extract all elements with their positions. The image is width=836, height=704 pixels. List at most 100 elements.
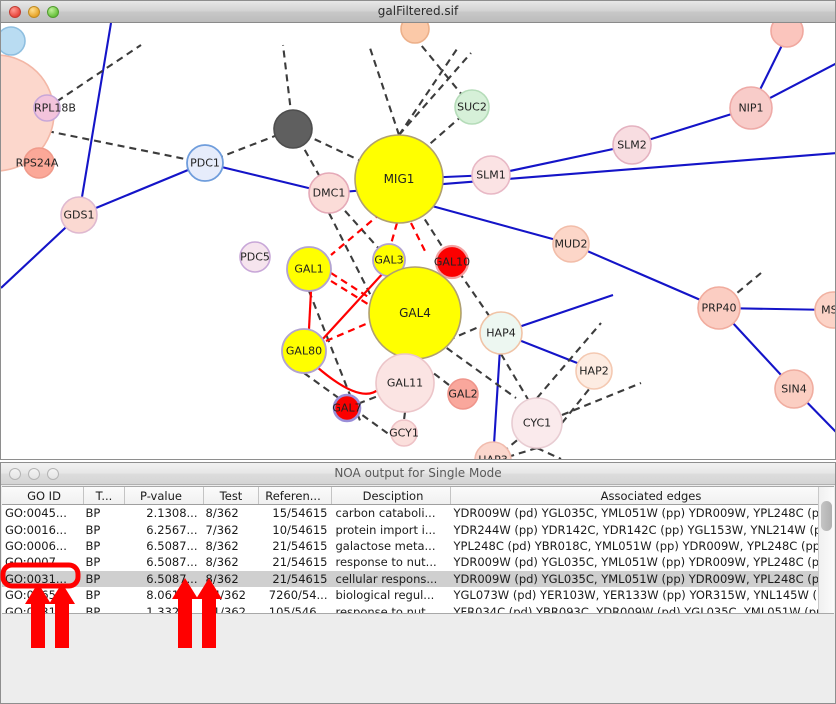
close-button[interactable] — [9, 5, 21, 18]
noa-dialog-title: NOA output for Single Mode — [334, 466, 502, 480]
node-GAL4[interactable] — [368, 266, 462, 360]
node-SIN4[interactable] — [774, 369, 814, 409]
zoom-button[interactable] — [47, 5, 59, 18]
table-row[interactable]: GO:0006... BP 6.5087... 8/362 21/54615 g… — [2, 538, 818, 554]
zoom-button-inactive[interactable] — [47, 467, 59, 480]
network-window-titlebar[interactable]: galFiltered.sif — [1, 1, 835, 23]
cell-description: carbon cataboli... — [335, 506, 436, 521]
node-unlabeled-peach[interactable] — [400, 23, 430, 44]
noa-results-table-area: GO ID T... P-value Test Referen... Desci… — [2, 486, 834, 614]
cell-p-value: 6.5087... — [146, 538, 198, 553]
network-window: galFiltered.sif — [0, 0, 836, 460]
node-RPS24A[interactable] — [23, 147, 55, 179]
cell-edges: YDR244W (pp) YDR142C, YDR142C (pp) YGL15… — [453, 522, 819, 537]
cell-test: 7/362 — [205, 522, 239, 537]
node-HAP4[interactable] — [479, 311, 523, 355]
noa-results-table[interactable]: GO ID T... P-value Test Referen... Desci… — [2, 487, 818, 613]
node-unlabeled-blue[interactable] — [1, 26, 26, 56]
window-title: galFiltered.sif — [377, 4, 459, 18]
cell-go-id: GO:0065... — [5, 588, 67, 603]
node-GCY1[interactable] — [390, 419, 418, 447]
column-header-reference[interactable]: Referen... — [258, 487, 332, 505]
cell-reference: 10/54615 — [272, 522, 328, 537]
cell-go-id: GO:0016... — [5, 522, 67, 537]
cell-go-id: GO:0045... — [5, 506, 67, 521]
table-row[interactable]: GO:0065... BP 8.0614... 94/362 7260/54..… — [2, 587, 818, 603]
node-PDC5[interactable] — [239, 241, 271, 273]
cell-p-value: 8.0614... — [146, 588, 198, 603]
red-edges — [307, 212, 426, 395]
node-PRP40[interactable] — [697, 286, 741, 330]
table-row[interactable]: GO:0031... BP 1.3324... 11/362 105/546..… — [2, 603, 818, 613]
cell-p-value: 6.2567... — [146, 522, 198, 537]
cell-edges: YPL248C (pd) YBR018C, YML051W (pp) YDR00… — [453, 538, 819, 553]
cell-test: 8/362 — [203, 570, 259, 587]
cell-go-id: GO:0031... — [5, 604, 67, 613]
node-SLM1[interactable] — [471, 155, 511, 195]
node-CYC1[interactable] — [511, 397, 563, 449]
table-header-row: GO ID T... P-value Test Referen... Desci… — [2, 487, 818, 505]
cell-description: cellular respons... — [331, 570, 451, 587]
cell-go-id: GO:0006... — [5, 538, 67, 553]
node-MSI[interactable] — [814, 291, 836, 329]
node-GDS1[interactable] — [60, 196, 98, 234]
cell-reference: 7260/54... — [268, 588, 328, 603]
column-header-associated-edges[interactable]: Associated edges — [450, 487, 818, 505]
node-MUD2[interactable] — [552, 225, 590, 263]
network-graph-svg[interactable]: RPL18B RPS24A GDS1 PDC1 PDC5 DMC1 SUC2 M… — [1, 23, 836, 459]
node-PDC1[interactable] — [186, 144, 224, 182]
node-GAL80[interactable] — [281, 328, 327, 374]
cell-p-value: 6.5087... — [146, 555, 198, 570]
close-button-inactive[interactable] — [9, 467, 21, 480]
cell-test: 8/362 — [205, 538, 239, 553]
node-HAP2[interactable] — [575, 352, 613, 390]
node-GAL2[interactable] — [447, 378, 479, 410]
column-header-description[interactable]: Desciption — [331, 487, 451, 505]
cell-description: response to nut... — [335, 555, 437, 570]
node-RPL18B[interactable] — [33, 94, 61, 122]
noa-output-dialog: NOA output for Single Mode GO ID T... P-… — [0, 462, 836, 704]
table-vertical-scrollbar[interactable] — [818, 487, 834, 613]
table-body: GO:0045... BP 2.1308... 8/362 15/54615 c… — [2, 505, 818, 613]
noa-dialog-titlebar[interactable]: NOA output for Single Mode — [1, 463, 835, 485]
column-header-type[interactable]: T... — [83, 487, 125, 505]
node-GAL10[interactable] — [434, 244, 470, 280]
column-header-test[interactable]: Test — [203, 487, 259, 505]
cell-go-id: GO:0031... — [2, 570, 84, 587]
network-canvas[interactable]: RPL18B RPS24A GDS1 PDC1 PDC5 DMC1 SUC2 M… — [1, 23, 836, 459]
minimize-button[interactable] — [28, 5, 40, 18]
minimize-button-inactive[interactable] — [28, 467, 40, 480]
cell-p-value: 6.5087... — [124, 570, 204, 587]
cell-go-id: GO:0007... — [5, 555, 67, 570]
cell-p-value: 2.1308... — [146, 506, 198, 521]
node-unlabeled-dark[interactable] — [273, 109, 313, 149]
node-GAL11[interactable] — [375, 353, 435, 413]
column-header-go-id[interactable]: GO ID — [2, 487, 84, 505]
node-NIP1[interactable] — [729, 86, 773, 130]
cell-reference: 21/54615 — [272, 538, 328, 553]
cell-type: BP — [85, 604, 101, 613]
cell-reference: 105/546... — [268, 604, 328, 613]
nodes-layer — [1, 23, 836, 459]
node-MIG1[interactable] — [354, 134, 444, 224]
node-GAL7[interactable] — [332, 393, 362, 423]
node-unlabeled-pink-top[interactable] — [770, 23, 804, 48]
noa-window-controls — [9, 467, 59, 480]
table-row[interactable]: GO:0007... BP 6.5087... 8/362 21/54615 r… — [2, 554, 818, 570]
cell-reference: 21/54615 — [258, 570, 332, 587]
node-SLM2[interactable] — [612, 125, 652, 165]
node-DMC1[interactable] — [308, 172, 350, 214]
cell-test: 11/362 — [205, 604, 246, 613]
column-header-p-value[interactable]: P-value — [124, 487, 204, 505]
table-row[interactable]: GO:0016... BP 6.2567... 7/362 10/54615 p… — [2, 521, 818, 537]
cell-edges: YGL073W (pd) YER103W, YER133W (pp) YOR31… — [453, 588, 819, 603]
node-GAL1[interactable] — [286, 246, 332, 292]
cell-edges: YDR009W (pd) YGL035C, YML051W (pp) YDR00… — [453, 555, 819, 570]
cell-edges: YDR009W (pd) YGL035C, YML051W (pp) YDR00… — [453, 506, 819, 521]
table-row[interactable]: GO:0045... BP 2.1308... 8/362 15/54615 c… — [2, 505, 818, 522]
scrollbar-thumb[interactable] — [821, 501, 832, 531]
table-row-selected[interactable]: GO:0031... BP 6.5087... 8/362 21/54615 c… — [2, 570, 818, 587]
node-SUC2[interactable] — [454, 89, 490, 125]
node-HAP3[interactable] — [474, 441, 512, 459]
